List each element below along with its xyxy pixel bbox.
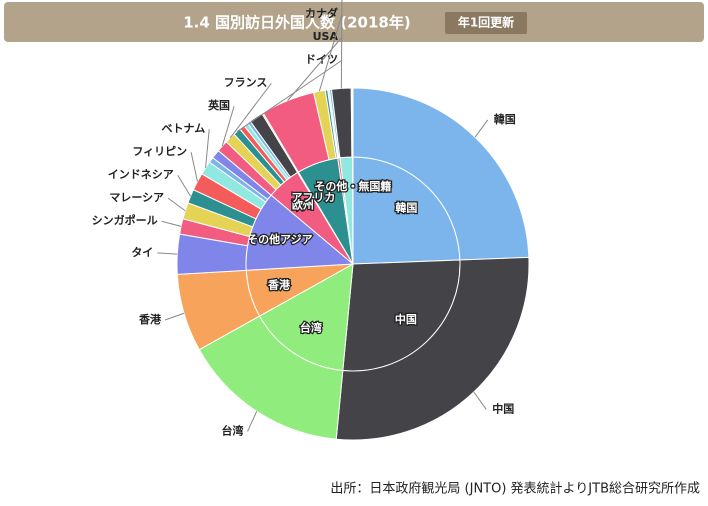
outer-slice xyxy=(352,88,353,157)
outer-label: マレーシア xyxy=(109,191,164,204)
outer-label: 台湾 xyxy=(222,423,244,437)
leader-line xyxy=(162,221,181,226)
source: 出所：日本政府観光局 (JNTO) 発表統計よりJTB総合研究所作成 xyxy=(330,481,700,497)
outer-label: USA xyxy=(313,30,339,43)
outer-label: インドネシア xyxy=(108,168,174,181)
outer-label: 英国 xyxy=(207,98,230,112)
leader-line xyxy=(475,120,488,137)
outer-label: フランス xyxy=(224,76,268,89)
outer-label: タイ xyxy=(131,246,153,259)
inner-label: 香港 xyxy=(267,278,291,292)
badge-text: 年1回更新 xyxy=(458,15,514,30)
outer-label: 韓国 xyxy=(494,112,516,126)
inner-label: 韓国 xyxy=(395,201,417,215)
outer-label: フィリピン xyxy=(132,145,187,158)
leader-line xyxy=(178,175,191,196)
outer-label: 中国 xyxy=(492,401,514,415)
leader-line xyxy=(341,0,342,88)
leader-line xyxy=(206,129,210,168)
leader-line xyxy=(157,253,177,254)
leader-line xyxy=(248,411,257,431)
leader-line xyxy=(191,152,197,181)
inner-label: その他アジア xyxy=(247,232,313,246)
leader-line xyxy=(165,313,184,320)
outer-label: 香港 xyxy=(138,312,162,326)
outer-label: ドイツ xyxy=(305,53,338,66)
outer-label: カナダ xyxy=(305,6,338,20)
leader-line xyxy=(168,198,185,210)
title: 1.4 国別訪日外国人数 (2018年) xyxy=(183,14,410,32)
outer-label: ベトナム xyxy=(162,122,206,135)
outer-label: シンガポール xyxy=(92,213,158,227)
leader-line xyxy=(474,392,486,409)
inner-label: 中国 xyxy=(395,312,417,326)
inner-label: その他・無国籍 xyxy=(314,179,391,193)
inner-label: 台湾 xyxy=(300,320,322,334)
